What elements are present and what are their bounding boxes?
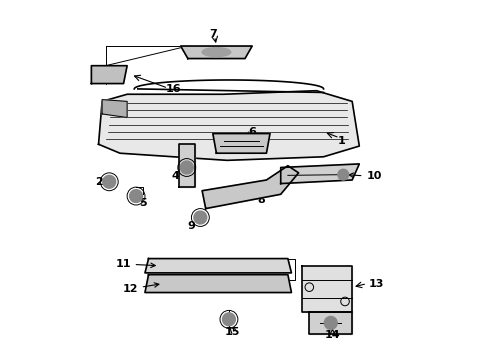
- Text: 12: 12: [122, 283, 159, 294]
- Polygon shape: [179, 144, 195, 187]
- Circle shape: [180, 161, 193, 174]
- Circle shape: [338, 169, 348, 180]
- Text: 5: 5: [139, 198, 147, 208]
- Text: 1: 1: [338, 136, 345, 146]
- Text: 6: 6: [248, 127, 256, 137]
- Text: 3: 3: [186, 156, 194, 165]
- Circle shape: [103, 175, 116, 188]
- Text: 7: 7: [209, 28, 217, 39]
- Polygon shape: [92, 66, 127, 84]
- Text: 4: 4: [172, 171, 179, 181]
- Text: 14: 14: [325, 330, 341, 341]
- Circle shape: [130, 190, 143, 203]
- Circle shape: [324, 316, 337, 329]
- Polygon shape: [145, 275, 292, 293]
- Polygon shape: [213, 134, 270, 153]
- Polygon shape: [98, 91, 359, 160]
- Polygon shape: [145, 258, 292, 273]
- Polygon shape: [309, 312, 352, 334]
- Text: 10: 10: [349, 171, 382, 181]
- Text: 15: 15: [225, 327, 240, 337]
- Polygon shape: [181, 46, 252, 59]
- Circle shape: [222, 313, 235, 326]
- Text: 9: 9: [188, 220, 202, 231]
- Text: 13: 13: [368, 279, 384, 289]
- Polygon shape: [302, 266, 352, 312]
- Polygon shape: [102, 100, 127, 117]
- Text: 16: 16: [166, 84, 181, 94]
- Circle shape: [194, 211, 207, 224]
- Text: 11: 11: [115, 259, 155, 269]
- Text: 8: 8: [257, 195, 265, 204]
- Text: 2: 2: [95, 177, 111, 187]
- Ellipse shape: [202, 48, 231, 57]
- Polygon shape: [202, 166, 298, 208]
- Polygon shape: [281, 164, 359, 184]
